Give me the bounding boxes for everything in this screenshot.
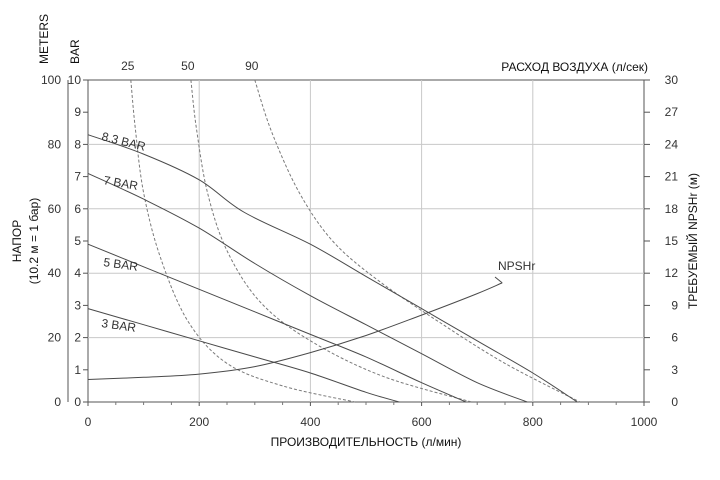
series-label-7-bar: 7 BAR [102,173,139,193]
air-curve-25 [130,79,356,403]
y-right-tick-label: 15 [665,234,679,248]
y-right-tick-label: 21 [665,170,679,184]
series-line-8-3-bar [87,134,578,403]
x-tick-label: 0 [85,415,92,429]
npshr-label-leader [494,276,503,284]
y-right-tick-label: 9 [671,298,678,312]
series-line-npshr [87,282,503,380]
series-label-5-bar: 5 BAR [103,255,140,274]
air-tick-label: 50 [181,59,195,73]
air-curve-90 [254,79,581,403]
y-right-tick-label: 30 [665,73,679,87]
y-right-tick-label: 24 [665,137,679,151]
unit-meters-label: METERS [37,14,51,64]
air-tick-label: 25 [121,59,135,73]
y-bar-tick-label: 7 [74,170,81,184]
air-consumption-curves [130,79,581,403]
series-line-5-bar [87,243,467,403]
y-bar-tick-label: 0 [74,395,81,409]
y-meter-tick-label: 80 [48,137,62,151]
series-label-8-3-bar: 8.3 BAR [100,129,147,153]
grid-lines [88,80,644,402]
y-bar-tick-label: 9 [74,105,81,119]
y-meter-tick-label: 0 [54,395,61,409]
x-tick-label: 400 [300,415,320,429]
y-right-tick-label: 3 [671,363,678,377]
x-axis-title: ПРОИЗВОДИТЕЛЬНОСТЬ (л/мин) [271,435,462,449]
y-bar-tick-label: 8 [74,137,81,151]
y-right-tick-label: 6 [671,331,678,345]
x-tick-label: 800 [523,415,543,429]
air-curve-50 [190,79,472,403]
y-right-tick-label: 0 [671,395,678,409]
top-axis-title: РАСХОД ВОЗДУХА (л/сек) [501,60,648,74]
y-bar-tick-label: 10 [68,73,82,87]
y-bar-tick-label: 5 [74,234,81,248]
y-right-tick-label: 18 [665,202,679,216]
y-bar-tick-label: 2 [74,331,81,345]
y-meter-tick-label: 60 [48,202,62,216]
plot-frame [87,79,645,403]
unit-bar-label: BAR [68,39,82,64]
y-right-tick-label: 12 [665,266,679,280]
x-tick-label: 200 [189,415,209,429]
y2-axis-title: ТРЕБУЕМЫЙ NPSHr (м) [685,173,700,309]
y-meter-tick-label: 40 [48,266,62,280]
series-label-3-bar: 3 BAR [101,316,138,335]
air-tick-label: 90 [245,59,259,73]
series-line-3-bar [87,308,400,403]
y-meter-tick-label: 20 [48,331,62,345]
y-axis-title: НАПОР [10,220,24,263]
series-line-7-bar [87,172,528,403]
y-bar-tick-label: 1 [74,363,81,377]
series-lines [87,134,578,403]
series-label-npshr: NPSHr [498,259,535,273]
axis-ticks: 0 200 400 600 800 100002040608010001234567891… [41,59,678,429]
x-tick-label: 600 [412,415,432,429]
y-meter-tick-label: 100 [41,73,61,87]
y-axis-subtitle: (10.2 м = 1 бар) [27,198,41,285]
y-bar-tick-label: 3 [74,298,81,312]
y-bar-tick-label: 6 [74,202,81,216]
y-bar-tick-label: 4 [74,266,81,280]
x-tick-label: 1000 [631,415,658,429]
y-right-tick-label: 27 [665,105,679,119]
